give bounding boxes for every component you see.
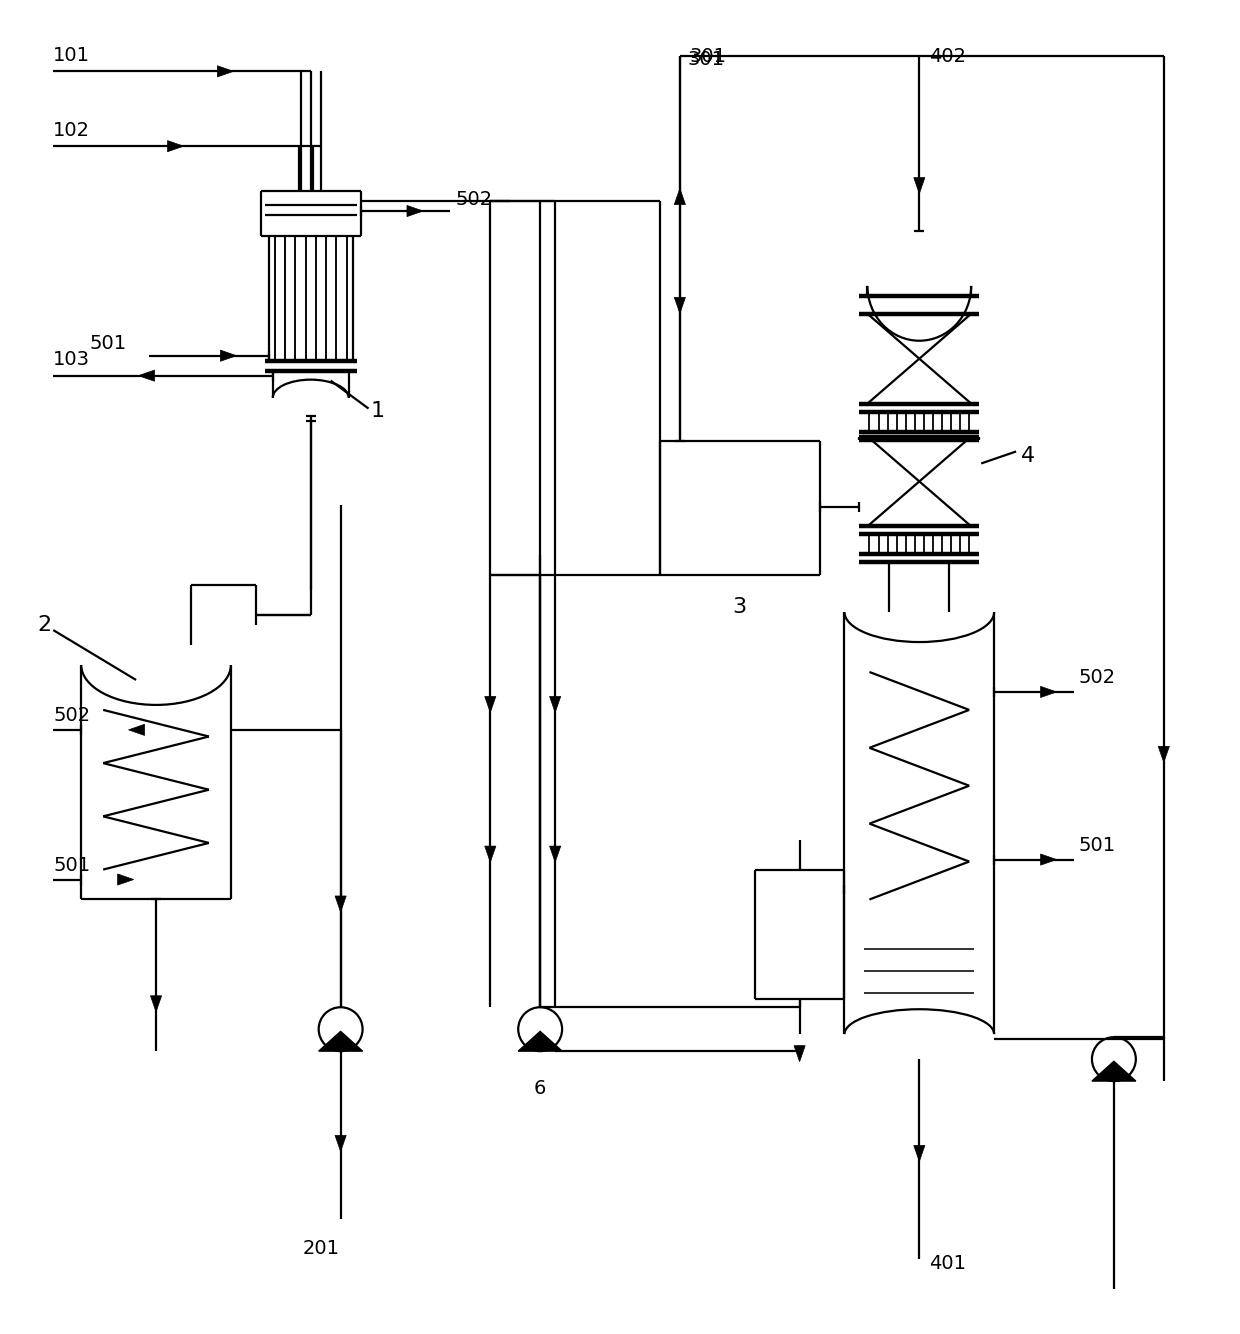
Polygon shape: [549, 846, 560, 862]
Text: 502: 502: [53, 707, 91, 726]
Polygon shape: [485, 846, 496, 862]
Polygon shape: [1040, 854, 1056, 866]
Text: 301: 301: [689, 47, 727, 65]
Text: 501: 501: [89, 335, 126, 354]
Text: 501: 501: [1079, 836, 1116, 855]
Text: 3: 3: [733, 598, 746, 618]
Polygon shape: [914, 177, 925, 193]
Polygon shape: [319, 1031, 362, 1051]
Text: 102: 102: [53, 120, 91, 140]
Text: 4: 4: [1021, 447, 1035, 467]
Polygon shape: [407, 205, 423, 216]
Polygon shape: [549, 696, 560, 712]
Polygon shape: [675, 188, 686, 204]
Polygon shape: [217, 65, 233, 77]
Polygon shape: [485, 696, 496, 712]
Polygon shape: [150, 995, 161, 1011]
Text: 501: 501: [53, 856, 91, 875]
Polygon shape: [221, 350, 237, 362]
Polygon shape: [794, 1046, 805, 1062]
Polygon shape: [1158, 746, 1169, 763]
Polygon shape: [1040, 687, 1056, 698]
Polygon shape: [139, 370, 155, 382]
Polygon shape: [1092, 1062, 1136, 1081]
Polygon shape: [118, 874, 134, 886]
Text: 6: 6: [534, 1079, 547, 1098]
Text: 1: 1: [371, 400, 384, 420]
Polygon shape: [914, 1146, 925, 1162]
Polygon shape: [167, 140, 184, 152]
Text: 401: 401: [929, 1254, 966, 1273]
Text: 402: 402: [929, 47, 966, 65]
Text: 2: 2: [37, 615, 51, 635]
Polygon shape: [335, 896, 346, 912]
Text: 301: 301: [688, 49, 725, 69]
Polygon shape: [518, 1031, 562, 1051]
Text: 103: 103: [53, 351, 91, 370]
Polygon shape: [675, 297, 686, 313]
Text: 502: 502: [455, 189, 492, 208]
Text: 201: 201: [303, 1239, 340, 1258]
Polygon shape: [335, 1135, 346, 1151]
Polygon shape: [129, 724, 145, 735]
Text: 101: 101: [53, 45, 91, 65]
Text: 502: 502: [1079, 668, 1116, 687]
